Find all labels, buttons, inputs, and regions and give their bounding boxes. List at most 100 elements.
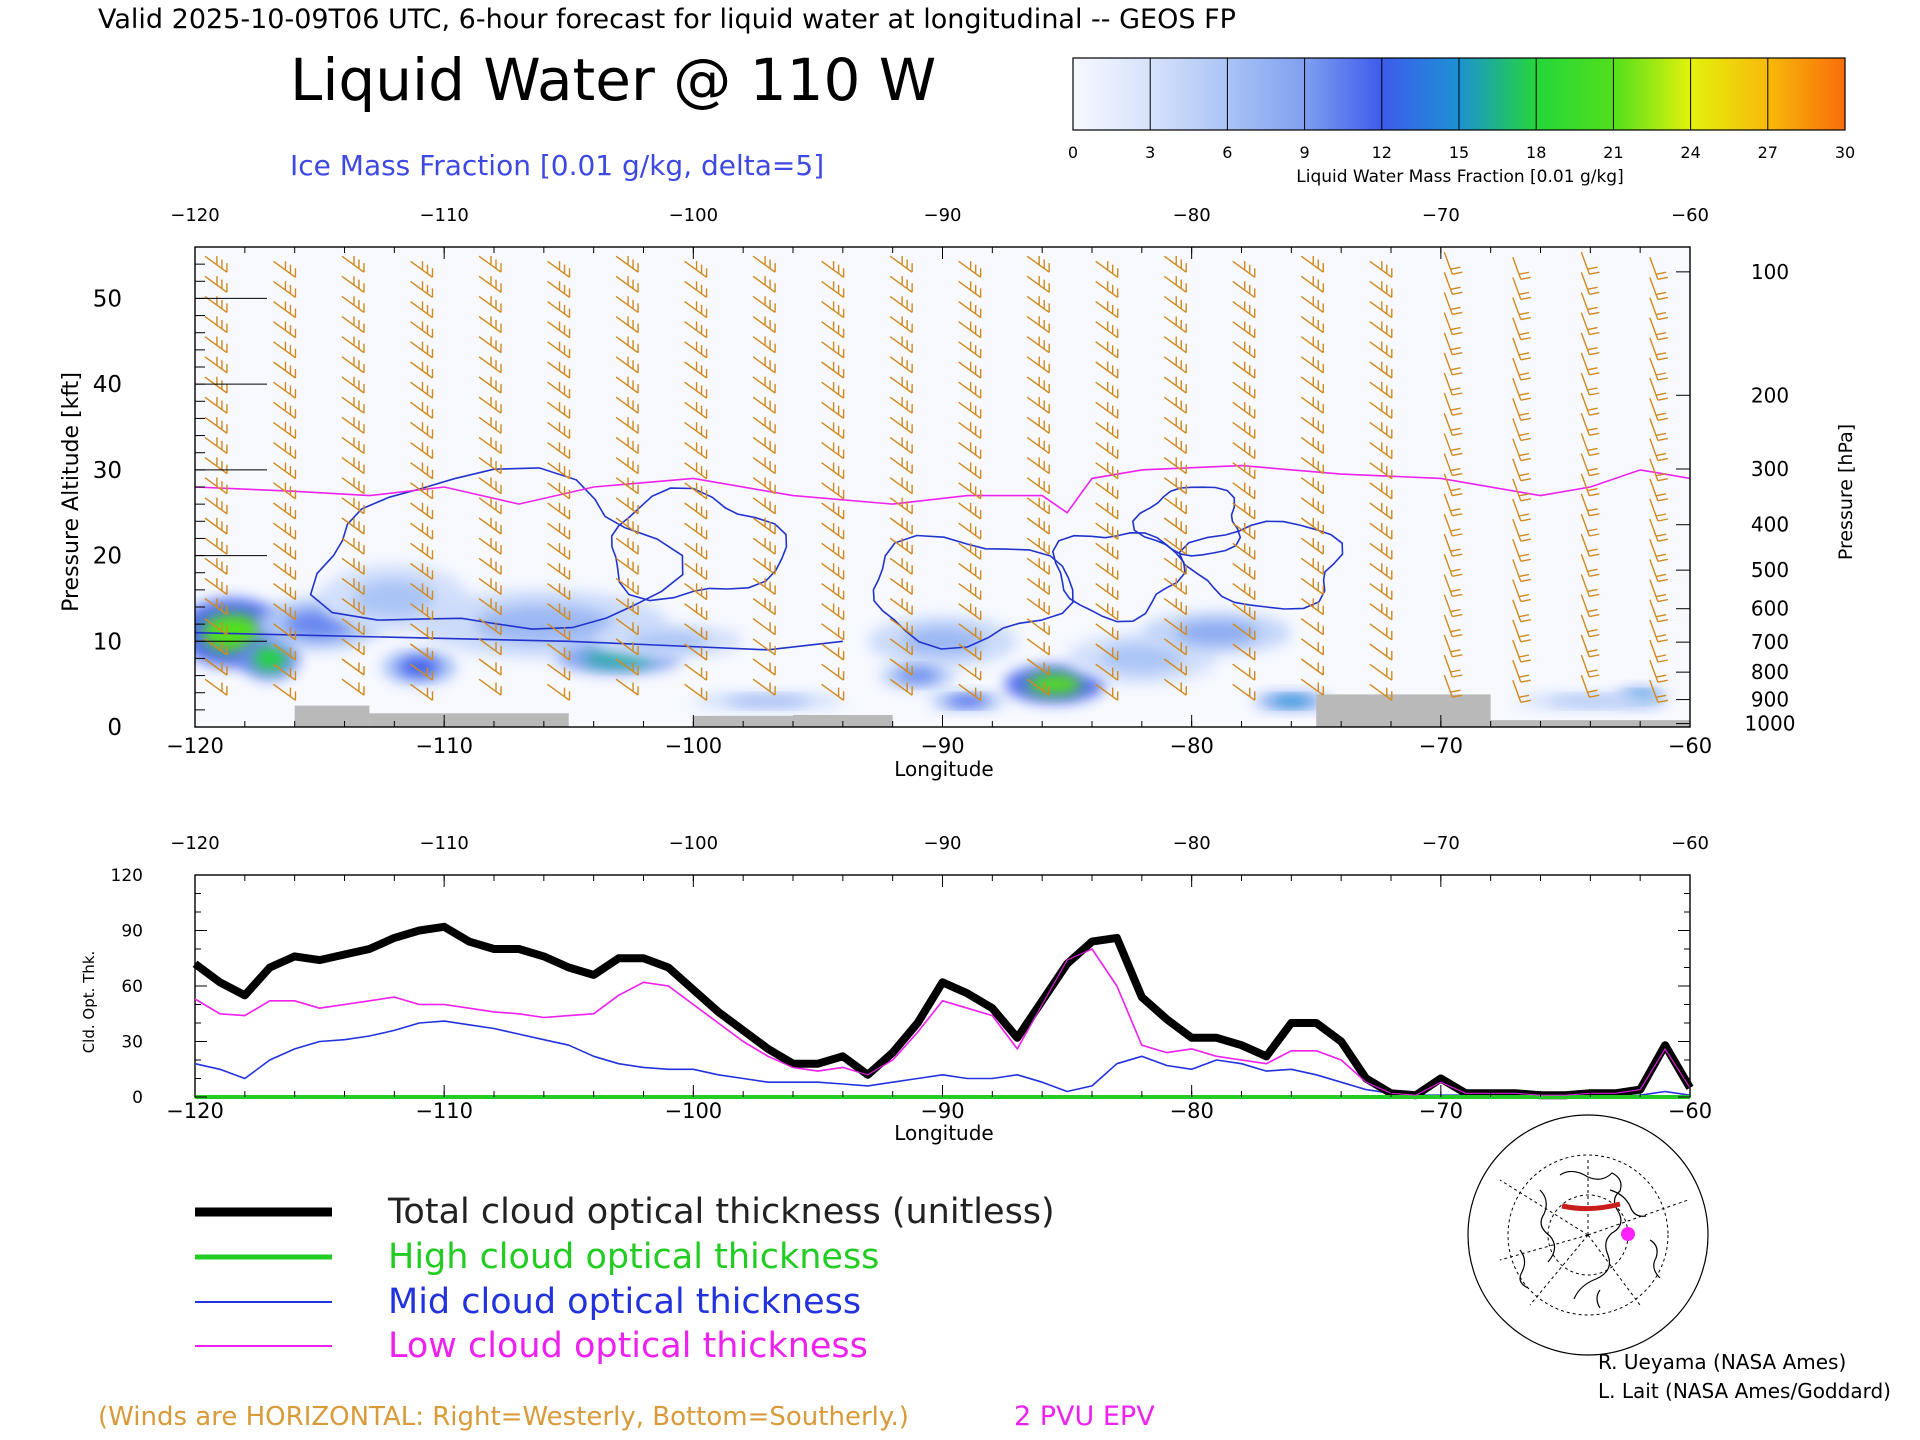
wind-barb	[684, 401, 708, 419]
wind-barb	[410, 321, 434, 339]
wind-barb	[547, 683, 571, 701]
wind-barb	[752, 517, 776, 535]
wind-barb	[1095, 421, 1119, 439]
wind-barb	[821, 341, 845, 359]
liquid-water-core	[897, 668, 939, 683]
locator-map	[1467, 1114, 1709, 1356]
wind-barb	[1649, 257, 1669, 280]
wind-barb	[1649, 297, 1669, 321]
wind-barb	[1580, 554, 1600, 577]
wind-barb	[1443, 554, 1463, 577]
wind-barb	[273, 583, 297, 601]
wind-barb	[1580, 292, 1600, 316]
wind-barb	[410, 381, 434, 399]
wind-barb	[1095, 522, 1119, 540]
wind-barb	[1232, 603, 1256, 621]
wind-barb	[478, 477, 502, 495]
wind-barb	[341, 336, 365, 354]
wind-barb	[1232, 361, 1256, 379]
wind-barb	[273, 341, 297, 359]
wind-barb	[752, 477, 776, 495]
wind-barb	[615, 255, 639, 273]
wind-barb	[1026, 436, 1050, 454]
wind-barb	[1580, 453, 1600, 477]
wind-barb	[1026, 497, 1050, 515]
wind-barb	[1369, 260, 1393, 278]
wind-barb	[204, 477, 228, 495]
top-x-tick-label: −90	[920, 734, 964, 758]
wind-barb	[684, 603, 708, 621]
wind-barb	[204, 255, 228, 273]
wind-barb	[615, 416, 639, 434]
wind-barb	[273, 442, 297, 460]
wind-barb	[1163, 376, 1187, 394]
top-y-tick-label: 20	[93, 544, 122, 570]
wind-barb	[410, 442, 434, 460]
wind-barb	[889, 618, 913, 636]
wind-barb	[410, 562, 434, 580]
wind-barb	[752, 598, 776, 616]
wind-barb	[958, 562, 982, 580]
wind-barb	[615, 275, 639, 293]
bottom-x-tick-label: −80	[1170, 1099, 1214, 1123]
top-ylabel: Pressure Altitude [kft]	[59, 372, 84, 612]
wind-barb	[273, 301, 297, 319]
wind-barb	[615, 678, 639, 696]
liquid-water-core	[1549, 696, 1632, 706]
wind-barb	[1300, 577, 1324, 595]
wind-barb	[1300, 396, 1324, 414]
wind-barb	[1580, 392, 1600, 416]
wind-barb	[1649, 478, 1669, 502]
bottom-x-tick-label: −60	[1668, 1099, 1712, 1123]
wind-barb	[547, 562, 571, 580]
wind-barb	[410, 361, 434, 379]
bottom-x-tick-label-upper: −100	[669, 833, 718, 854]
wind-barb	[684, 502, 708, 520]
ice-contour	[1131, 486, 1242, 557]
wind-barb	[1649, 458, 1669, 482]
wind-barb	[889, 598, 913, 616]
bottom-x-tick-label: −120	[166, 1099, 224, 1123]
wind-barb	[1369, 562, 1393, 580]
wind-barb	[1163, 255, 1187, 273]
bottom-y-tick-label: 30	[121, 1033, 143, 1053]
colorbar-tick-label: 0	[1068, 143, 1078, 162]
wind-barb	[1163, 316, 1187, 334]
wind-barb	[821, 361, 845, 379]
wind-barb	[478, 638, 502, 656]
top-x-tick-label-upper: −60	[1671, 205, 1709, 226]
wind-barb	[889, 436, 913, 454]
colorbar-tick-label: 12	[1372, 143, 1392, 162]
wind-barb	[889, 295, 913, 313]
wind-barb	[1580, 473, 1600, 497]
wind-barb	[1095, 401, 1119, 419]
wind-barb	[1300, 356, 1324, 374]
pressure-tick-label: 700	[1751, 630, 1789, 654]
colorbar-tick-label: 24	[1680, 143, 1700, 162]
wind-barb	[410, 280, 434, 298]
wind-barb	[615, 638, 639, 656]
wind-barb	[1649, 377, 1669, 401]
wind-barb	[547, 361, 571, 379]
wind-barb	[684, 280, 708, 298]
wind-barb	[1163, 396, 1187, 414]
wind-barb	[821, 482, 845, 500]
wind-barb	[1649, 277, 1669, 301]
wind-barb	[478, 557, 502, 575]
wind-barb	[1095, 462, 1119, 480]
wind-barb	[1649, 539, 1669, 562]
colorbar-tick-label: 30	[1835, 143, 1855, 162]
wind-barb	[410, 583, 434, 601]
wind-barb	[204, 376, 228, 394]
wind-barb	[341, 255, 365, 273]
wind-barb	[1026, 376, 1050, 394]
wind-barb	[1300, 336, 1324, 354]
locator-map-center-dot	[1621, 1227, 1635, 1241]
wind-barb	[1163, 598, 1187, 616]
wind-barb	[752, 457, 776, 475]
wind-barb	[1369, 623, 1393, 641]
wind-barb	[1163, 356, 1187, 374]
surface-terrain	[1316, 694, 1491, 727]
pressure-tick-label: 300	[1751, 457, 1789, 481]
wind-barb	[1163, 275, 1187, 293]
